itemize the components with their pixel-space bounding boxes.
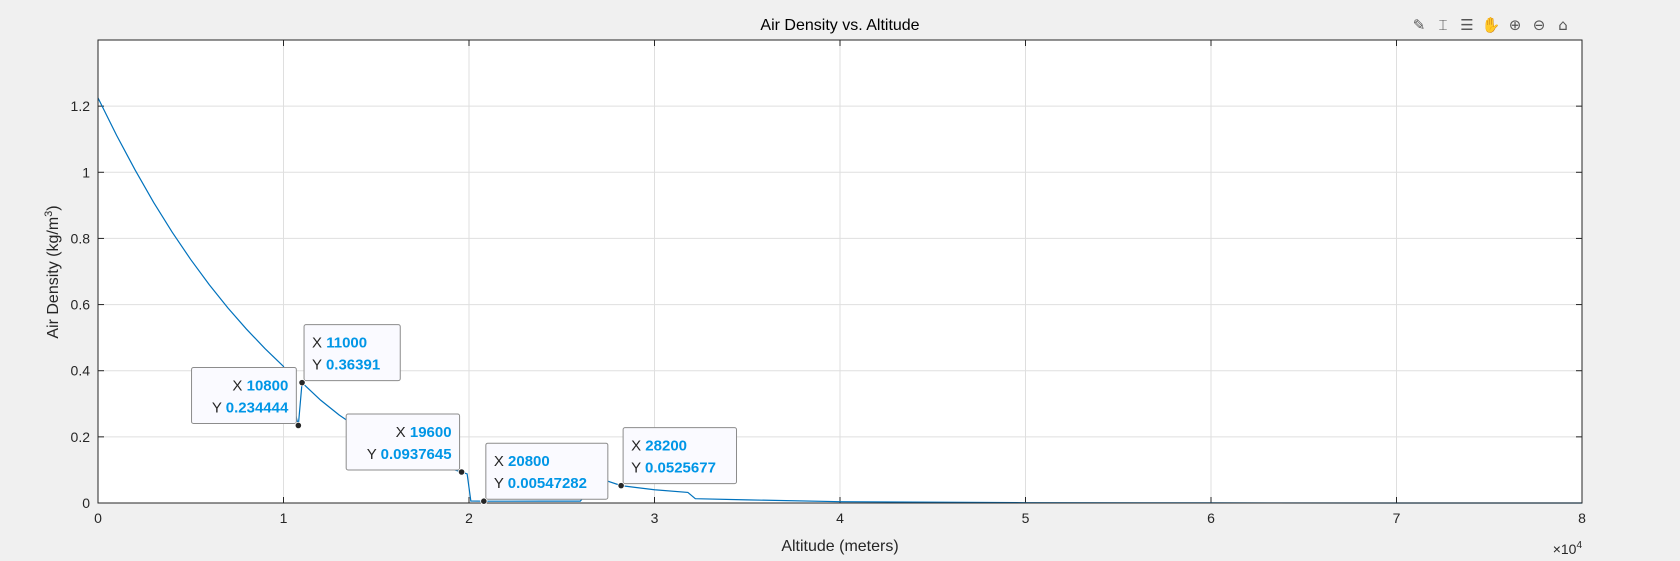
y-tick-label: 0 xyxy=(82,495,90,511)
datatip-x-label: X xyxy=(494,453,508,470)
datatip-y-value: 0.0937645 xyxy=(381,446,452,463)
x-tick-label: 2 xyxy=(465,510,473,526)
datatip-x-value: 20800 xyxy=(508,453,550,470)
datatip-y-label: Y xyxy=(367,446,381,463)
x-tick-label: 4 xyxy=(836,510,844,526)
zoom-out-icon[interactable]: ⊖ xyxy=(1532,16,1546,34)
datatip-x: X 11000 xyxy=(312,335,367,352)
datatip-x-label: X xyxy=(631,438,645,455)
x-axis-label: Altitude (meters) xyxy=(781,538,898,555)
home-icon[interactable]: ⌂ xyxy=(1558,16,1568,34)
pan-hand-icon[interactable]: ✋ xyxy=(1481,16,1501,34)
y-tick-label: 0.4 xyxy=(71,363,91,379)
x-tick-label: 1 xyxy=(280,510,288,526)
x-tick-label: 6 xyxy=(1207,510,1215,526)
datatip-box xyxy=(303,324,401,382)
x-tick-label: 7 xyxy=(1393,510,1401,526)
datatip-x: X 20800 xyxy=(494,453,550,470)
datatip-y: Y 0.0937645 xyxy=(367,446,452,463)
datatip-y-value: 0.0525677 xyxy=(645,460,716,477)
y-axis-label-main: Air Density (kg/m xyxy=(45,217,62,339)
datatip-y-value: 0.36391 xyxy=(326,357,380,374)
y-axis-label-end: ) xyxy=(45,205,62,210)
datatip-marker xyxy=(617,482,625,490)
y-tick-label: 0.6 xyxy=(71,297,91,313)
datatip-y: Y 0.234444 xyxy=(212,399,289,416)
x-tick-label: 0 xyxy=(94,510,102,526)
datatip-x: X 10800 xyxy=(232,377,288,394)
datatip-box xyxy=(622,427,738,485)
chart-title: Air Density vs. Altitude xyxy=(760,17,919,34)
datatip-x-label: X xyxy=(312,335,326,352)
x-exponent-label: ×104 xyxy=(1553,540,1583,557)
datatip-x: X 28200 xyxy=(631,438,687,455)
datatip-y-label: Y xyxy=(312,357,326,374)
axis-ticks: 0 1 2 3 4 5 6 7 8 0 0.2 0.4 0.6 0.8 1 1.2 xyxy=(71,40,1586,526)
datatip-y-label: Y xyxy=(631,460,645,477)
x-tick-label: 3 xyxy=(651,510,659,526)
axes-toolbar: ✎ ⌶ ☰ ✋ ⊕ ⊖ ⌂ xyxy=(1408,14,1574,36)
y-tick-label: 0.2 xyxy=(71,429,91,445)
datatip: X 10800 Y 0.234444 xyxy=(191,366,302,430)
x-exponent-base: ×10 xyxy=(1553,541,1577,557)
datatip-x-label: X xyxy=(232,377,246,394)
y-axis-label: Air Density (kg/m3) xyxy=(43,205,62,338)
datatip-x-value: 28200 xyxy=(645,438,687,455)
axes-box xyxy=(97,39,1583,504)
y-tick-label: 1 xyxy=(82,164,90,180)
data-tip-icon[interactable]: ⌶ xyxy=(1438,16,1448,34)
datatip-marker xyxy=(298,379,306,387)
y-tick-label: 1.2 xyxy=(71,98,91,114)
datatip-y-label: Y xyxy=(494,475,508,492)
datatip-marker xyxy=(480,497,488,505)
y-axis-label-sup: 3 xyxy=(43,211,55,217)
datatip-box xyxy=(191,366,297,424)
datatip-x-label: X xyxy=(396,424,410,441)
x-tick-label: 8 xyxy=(1578,510,1586,526)
x-exponent-power: 4 xyxy=(1576,540,1582,551)
datatip-x: X 19600 xyxy=(396,424,452,441)
datatip-y: Y 0.0525677 xyxy=(631,460,716,477)
datatip-y: Y 0.36391 xyxy=(312,357,380,374)
x-tick-label: 5 xyxy=(1022,510,1030,526)
datatip-y-value: 0.00547282 xyxy=(508,475,587,492)
brush-icon[interactable]: ✎ xyxy=(1412,16,1426,34)
datatip-box xyxy=(485,442,609,500)
datatip: X 19600 Y 0.0937645 xyxy=(345,413,466,476)
datatip-x-value: 19600 xyxy=(410,424,452,441)
zoom-in-icon[interactable]: ⊕ xyxy=(1508,16,1522,34)
y-tick-label: 0.8 xyxy=(71,230,91,246)
insert-legend-icon[interactable]: ☰ xyxy=(1460,16,1474,34)
datatip-y-label: Y xyxy=(212,399,226,416)
datatip-x-value: 11000 xyxy=(326,335,367,352)
datatip-y-value: 0.234444 xyxy=(226,399,289,416)
datatip-box xyxy=(345,413,461,471)
datatip-y: Y 0.00547282 xyxy=(494,475,587,492)
datatip-x-value: 10800 xyxy=(247,377,289,394)
datatip-marker xyxy=(294,421,302,430)
datatip-marker xyxy=(457,468,466,476)
